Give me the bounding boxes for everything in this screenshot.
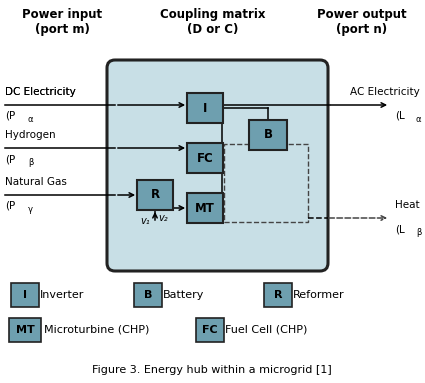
Text: B: B <box>264 129 272 141</box>
Text: DC Electricity: DC Electricity <box>5 87 76 97</box>
Text: FC: FC <box>202 325 218 335</box>
Text: β: β <box>28 158 34 167</box>
FancyBboxPatch shape <box>196 318 224 342</box>
Text: v₂: v₂ <box>158 213 168 223</box>
Text: B: B <box>144 290 152 300</box>
Text: Fuel Cell (CHP): Fuel Cell (CHP) <box>225 325 307 335</box>
Text: α: α <box>28 115 34 124</box>
Text: (P: (P <box>5 111 15 121</box>
FancyBboxPatch shape <box>187 193 223 223</box>
Text: R: R <box>150 188 159 201</box>
FancyBboxPatch shape <box>11 283 39 307</box>
FancyBboxPatch shape <box>249 120 287 150</box>
Text: MT: MT <box>16 325 34 335</box>
FancyBboxPatch shape <box>264 283 292 307</box>
Text: R: R <box>274 290 282 300</box>
FancyBboxPatch shape <box>137 180 173 210</box>
Text: AC Electricity: AC Electricity <box>350 87 420 97</box>
Text: I: I <box>203 101 207 115</box>
FancyBboxPatch shape <box>9 318 41 342</box>
Text: Heat: Heat <box>395 200 420 210</box>
Text: Battery: Battery <box>163 290 204 300</box>
Text: (L: (L <box>395 111 405 121</box>
Text: Coupling matrix
(D or C): Coupling matrix (D or C) <box>160 8 266 36</box>
Text: β: β <box>416 228 421 237</box>
Text: v₁: v₁ <box>140 216 150 226</box>
FancyBboxPatch shape <box>187 93 223 123</box>
Text: Power input
(port m): Power input (port m) <box>22 8 102 36</box>
Text: γ: γ <box>28 205 33 214</box>
Text: α: α <box>416 115 422 124</box>
Text: Inverter: Inverter <box>40 290 85 300</box>
Text: Hydrogen: Hydrogen <box>5 130 56 140</box>
Text: (L: (L <box>395 224 405 234</box>
Text: Reformer: Reformer <box>293 290 345 300</box>
Bar <box>224 144 308 222</box>
Text: I: I <box>23 290 27 300</box>
FancyBboxPatch shape <box>134 283 162 307</box>
Text: Figure 3. Energy hub within a microgrid [1]: Figure 3. Energy hub within a microgrid … <box>92 365 332 375</box>
Text: (P: (P <box>5 201 15 211</box>
Text: (P: (P <box>5 154 15 164</box>
Text: DC Electricity: DC Electricity <box>5 87 76 97</box>
Text: FC: FC <box>197 152 213 165</box>
FancyBboxPatch shape <box>107 60 328 271</box>
Text: Power output
(port n): Power output (port n) <box>317 8 407 36</box>
FancyBboxPatch shape <box>187 143 223 173</box>
Text: Microturbine (CHP): Microturbine (CHP) <box>44 325 149 335</box>
Text: MT: MT <box>195 201 215 214</box>
Text: Natural Gas: Natural Gas <box>5 177 67 187</box>
